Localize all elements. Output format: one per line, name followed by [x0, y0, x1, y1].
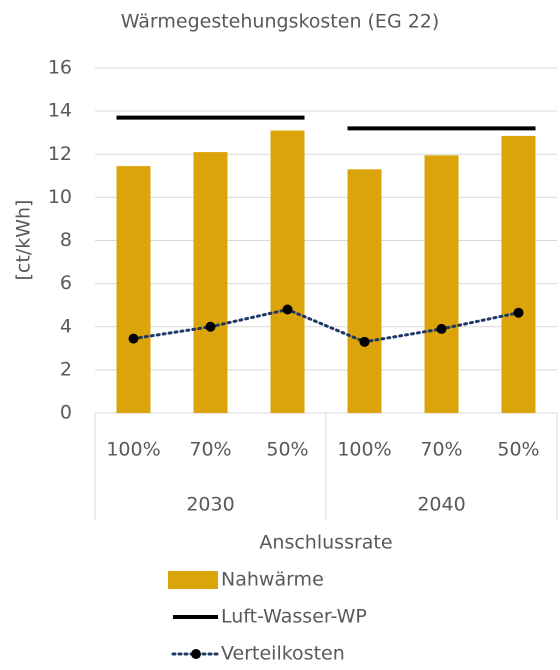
x-tick-label: 70% [189, 439, 231, 461]
y-tick-label: 4 [60, 315, 72, 337]
marker [205, 321, 216, 332]
y-tick-label: 16 [48, 57, 72, 79]
bar [193, 152, 228, 413]
bar [116, 166, 151, 413]
bar [347, 169, 382, 413]
x-axis-title: Anschlussrate [259, 532, 392, 554]
chart-subtitle: Wärmegestehungskosten (EG 22) [121, 11, 440, 33]
y-tick-label: 10 [48, 186, 72, 208]
group-label: 2030 [186, 494, 234, 516]
marker [128, 333, 139, 344]
bar [424, 155, 459, 413]
x-tick-label: 100% [337, 439, 391, 461]
legend-label: Verteilkosten [221, 643, 345, 665]
x-tick-label: 50% [266, 439, 308, 461]
legend-swatch [168, 571, 218, 589]
y-tick-label: 2 [60, 358, 72, 380]
legend-label: Luft-Wasser-WP [221, 606, 367, 628]
marker [436, 323, 447, 334]
y-tick-label: 12 [48, 143, 72, 165]
line [132, 307, 520, 344]
marker [513, 307, 524, 318]
marker [359, 336, 370, 347]
legend-marker [191, 649, 201, 659]
x-tick-label: 70% [420, 439, 462, 461]
bar [501, 135, 536, 413]
y-tick-label: 6 [60, 272, 72, 294]
marker [282, 304, 293, 315]
x-tick-label: 50% [497, 439, 539, 461]
bar [270, 130, 305, 413]
y-tick-label: 0 [60, 402, 72, 424]
legend-label: Nahwärme [221, 569, 324, 591]
y-tick-label: 8 [60, 229, 72, 251]
y-axis-title: [ct/kWh] [13, 200, 35, 281]
x-tick-label: 100% [106, 439, 160, 461]
group-label: 2040 [417, 494, 465, 516]
y-tick-label: 14 [48, 100, 72, 122]
